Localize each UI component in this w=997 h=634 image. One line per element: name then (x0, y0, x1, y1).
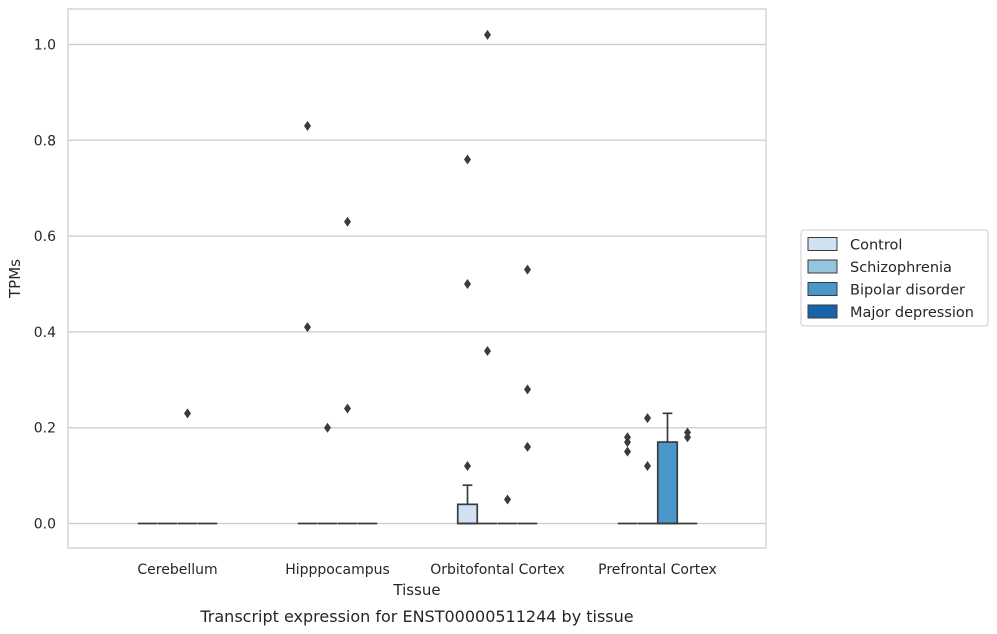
x-tick-label: Prefrontal Cortex (598, 562, 717, 578)
outlier-point (184, 408, 191, 419)
chart-caption: Transcript expression for ENST0000051124… (199, 607, 633, 626)
x-tick-labels: Cerebellum Hipppocampus Orbitofontal Corte… (137, 562, 716, 578)
y-tick-labels: 0.0 0.2 0.4 0.6 0.8 1.0 (34, 38, 56, 533)
y-tick-label: 0.0 (34, 517, 56, 533)
outlier-point (624, 446, 631, 457)
x-axis-label: Tissue (392, 581, 440, 599)
series-bipolar-disorder (177, 216, 679, 525)
y-tick-label: 1.0 (34, 38, 56, 54)
outlier-point (524, 384, 531, 395)
plot-frame (67, 8, 767, 549)
y-tick-label: 0.4 (34, 325, 56, 341)
outlier-point (324, 422, 331, 433)
legend-swatch (807, 259, 838, 274)
legend-swatch (807, 237, 838, 251)
legend-label: Control (850, 238, 902, 254)
outlier-point (344, 216, 351, 227)
outlier-point (304, 322, 311, 333)
outlier-point (304, 120, 311, 131)
series-major-depression (197, 264, 698, 525)
series-control (137, 120, 638, 525)
series-schizophrenia (157, 29, 658, 525)
outlier-point (504, 494, 511, 505)
outlier-point (644, 461, 651, 472)
outlier-point (464, 154, 471, 165)
outlier-point (684, 432, 691, 443)
outlier-point (524, 264, 531, 275)
legend-label: Schizophrenia (850, 260, 952, 276)
legend-frame (800, 229, 989, 327)
box (656, 441, 679, 525)
box (456, 503, 479, 525)
y-tick-label: 0.6 (34, 229, 56, 245)
outlier-point (624, 437, 631, 448)
outlier-point (524, 441, 531, 452)
x-tick-label: Cerebellum (137, 562, 217, 578)
legend-label: Bipolar disorder (850, 283, 965, 299)
outlier-point (484, 346, 491, 357)
y-tick-label: 0.8 (34, 133, 56, 149)
outlier-point (464, 279, 471, 289)
y-axis-label: TPMs (6, 259, 24, 299)
outlier-point (644, 413, 651, 424)
legend-swatch (807, 282, 838, 296)
box-series (137, 29, 698, 525)
legend-swatch (807, 304, 838, 319)
legend-label: Major depression (850, 305, 974, 321)
x-tick-label: Hipppocampus (285, 562, 390, 578)
y-tick-label: 0.2 (34, 421, 56, 437)
outlier-point (484, 29, 491, 40)
outlier-point (464, 461, 471, 472)
legend: Control Schizophrenia Bipolar disorder Majo… (800, 229, 989, 327)
outlier-point (344, 403, 351, 414)
x-tick-label: Orbitofontal Cortex (430, 562, 565, 578)
